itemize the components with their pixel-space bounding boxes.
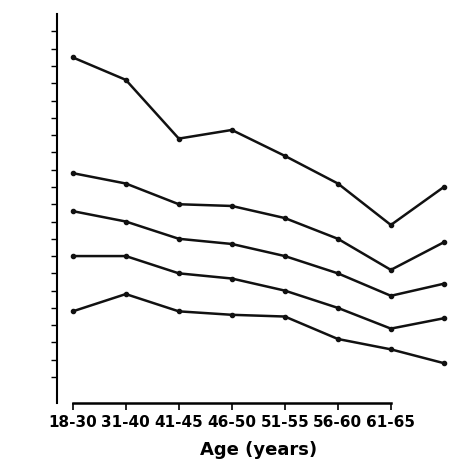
X-axis label: Age (years): Age (years)	[200, 441, 317, 459]
